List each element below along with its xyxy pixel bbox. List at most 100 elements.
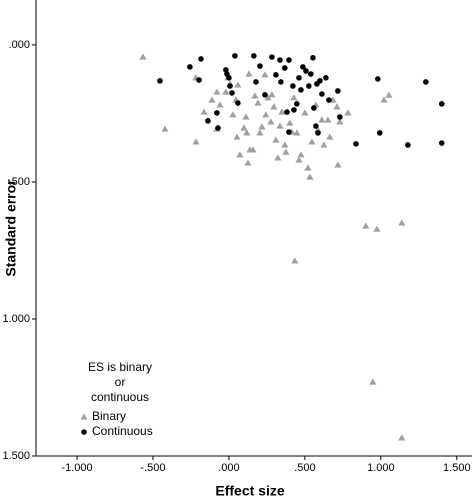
point — [326, 133, 334, 140]
legend-marker — [80, 413, 88, 420]
point — [214, 110, 220, 116]
point — [270, 103, 278, 110]
point — [274, 154, 282, 161]
x-tick-label: 1.500 — [443, 462, 471, 474]
point — [261, 71, 269, 78]
point — [268, 91, 276, 98]
point — [398, 434, 406, 441]
y-tick-label: .000 — [9, 39, 30, 51]
point — [234, 81, 242, 88]
point — [229, 90, 235, 96]
point — [337, 114, 343, 120]
point — [245, 70, 253, 77]
point — [290, 83, 296, 89]
point — [243, 129, 251, 136]
point — [258, 123, 266, 130]
point — [335, 88, 341, 94]
point — [376, 130, 383, 136]
point — [157, 78, 163, 84]
point — [319, 91, 325, 97]
point — [272, 136, 280, 143]
legend-title: ES is binary — [88, 360, 152, 374]
point — [385, 91, 393, 98]
point — [264, 94, 272, 101]
point — [323, 75, 329, 81]
point — [229, 111, 237, 118]
point — [232, 53, 238, 59]
point — [235, 100, 241, 106]
point — [253, 79, 259, 85]
point — [244, 159, 252, 166]
point — [281, 141, 289, 148]
point — [276, 122, 284, 129]
point — [205, 118, 211, 124]
point — [317, 78, 323, 84]
y-tick-label: 1.000 — [2, 313, 30, 325]
point — [257, 63, 263, 69]
point — [362, 222, 370, 229]
point — [222, 88, 230, 95]
point — [286, 119, 294, 126]
point — [269, 54, 275, 60]
point — [320, 141, 328, 148]
point — [240, 124, 248, 131]
point — [369, 378, 377, 385]
point — [310, 55, 316, 61]
legend-label: Binary — [92, 409, 126, 423]
point — [216, 101, 224, 108]
point — [344, 109, 352, 116]
point — [334, 161, 342, 168]
point — [278, 79, 284, 85]
point — [306, 173, 314, 180]
point — [273, 72, 279, 78]
point — [198, 56, 204, 62]
point — [423, 79, 429, 85]
point — [304, 164, 312, 171]
point — [282, 65, 288, 71]
point — [262, 92, 268, 98]
x-tick-label: -1.000 — [61, 462, 92, 474]
point — [306, 83, 312, 89]
point — [242, 113, 250, 120]
point — [308, 71, 314, 77]
point — [405, 142, 411, 148]
point — [227, 83, 233, 89]
legend-label: Continuous — [92, 424, 153, 438]
point — [256, 129, 264, 136]
point — [296, 75, 302, 81]
point — [254, 99, 262, 106]
point — [318, 116, 326, 123]
point — [291, 107, 297, 113]
point — [333, 103, 341, 110]
point — [192, 138, 200, 145]
legend-marker — [81, 429, 87, 435]
point — [336, 118, 344, 125]
legend-title: continuous — [91, 390, 149, 404]
point — [308, 138, 316, 145]
y-tick-label: 1.500 — [2, 450, 30, 462]
x-tick-label: .500 — [294, 462, 315, 474]
x-tick-label: .000 — [218, 462, 239, 474]
point — [161, 125, 169, 132]
point — [438, 101, 445, 107]
y-axis-title: Standard error — [3, 179, 19, 277]
legend-title: or — [115, 375, 126, 389]
point — [215, 125, 221, 131]
point — [311, 105, 317, 111]
point — [236, 151, 244, 158]
point — [284, 109, 290, 115]
point — [267, 118, 275, 125]
point — [303, 68, 309, 74]
point — [313, 123, 319, 129]
x-tick-label: -.500 — [140, 462, 165, 474]
point — [324, 116, 332, 123]
point — [290, 94, 298, 101]
point — [300, 64, 306, 70]
point — [438, 140, 445, 146]
point — [294, 101, 300, 107]
point — [278, 108, 286, 115]
y-tick-label: .500 — [9, 176, 30, 188]
point — [286, 57, 292, 63]
point — [298, 87, 304, 93]
